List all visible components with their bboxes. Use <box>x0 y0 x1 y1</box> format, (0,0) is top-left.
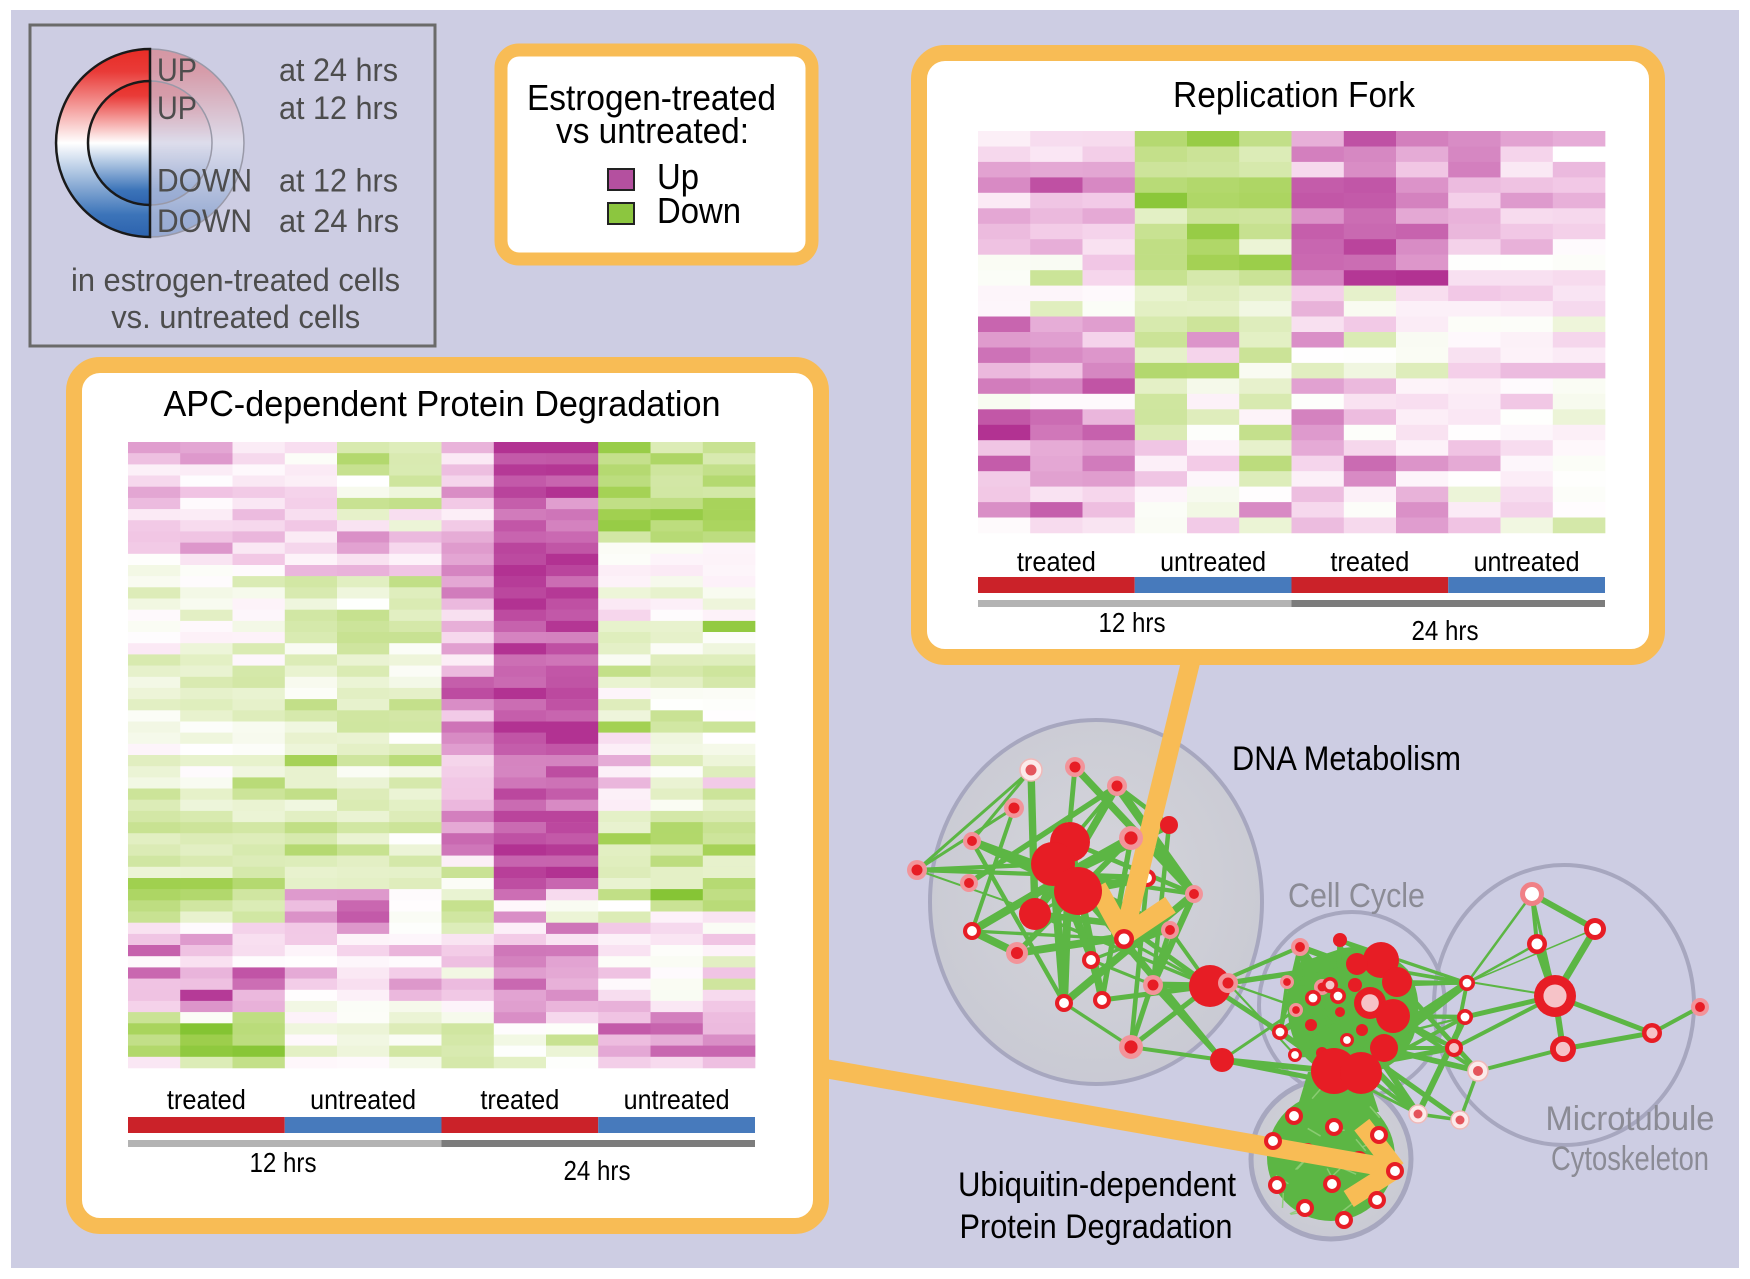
svg-text:Cell Cycle: Cell Cycle <box>1288 877 1425 915</box>
svg-text:Down: Down <box>657 190 741 231</box>
svg-text:Protein Degradation: Protein Degradation <box>960 1208 1233 1246</box>
svg-text:in estrogen-treated cells: in estrogen-treated cells <box>71 262 400 298</box>
svg-text:Up: Up <box>657 156 699 197</box>
svg-text:24 hrs: 24 hrs <box>1412 615 1479 646</box>
svg-text:UP: UP <box>157 90 197 126</box>
svg-text:treated: treated <box>1330 546 1409 577</box>
svg-text:vs. untreated cells: vs. untreated cells <box>111 299 360 335</box>
svg-text:Ubiquitin-dependent: Ubiquitin-dependent <box>958 1166 1237 1204</box>
svg-text:vs untreated:: vs untreated: <box>556 110 749 151</box>
svg-text:Estrogen-treated: Estrogen-treated <box>527 77 776 118</box>
svg-text:at 24 hrs: at 24 hrs <box>279 52 398 88</box>
svg-text:at 24 hrs: at 24 hrs <box>279 203 399 239</box>
svg-text:DOWN: DOWN <box>157 203 252 239</box>
svg-text:UP: UP <box>157 52 197 88</box>
svg-text:treated: treated <box>1017 546 1096 577</box>
svg-text:untreated: untreated <box>1474 546 1580 577</box>
svg-text:DOWN: DOWN <box>157 163 252 199</box>
svg-text:12 hrs: 12 hrs <box>1099 607 1166 638</box>
svg-text:24 hrs: 24 hrs <box>564 1155 631 1186</box>
svg-text:Replication Fork: Replication Fork <box>1173 74 1416 115</box>
svg-text:untreated: untreated <box>624 1084 730 1115</box>
svg-text:Microtubule: Microtubule <box>1546 1100 1715 1138</box>
svg-text:Cytoskeleton: Cytoskeleton <box>1551 1140 1709 1178</box>
svg-text:untreated: untreated <box>310 1084 416 1115</box>
svg-text:APC-dependent Protein Degradat: APC-dependent Protein Degradation <box>164 383 721 424</box>
svg-text:at 12 hrs: at 12 hrs <box>279 163 398 199</box>
svg-text:untreated: untreated <box>1160 546 1266 577</box>
svg-text:12 hrs: 12 hrs <box>250 1147 317 1178</box>
svg-text:DNA Metabolism: DNA Metabolism <box>1232 740 1461 778</box>
svg-text:treated: treated <box>167 1084 246 1115</box>
svg-text:treated: treated <box>480 1084 559 1115</box>
svg-text:at 12 hrs: at 12 hrs <box>279 90 398 126</box>
